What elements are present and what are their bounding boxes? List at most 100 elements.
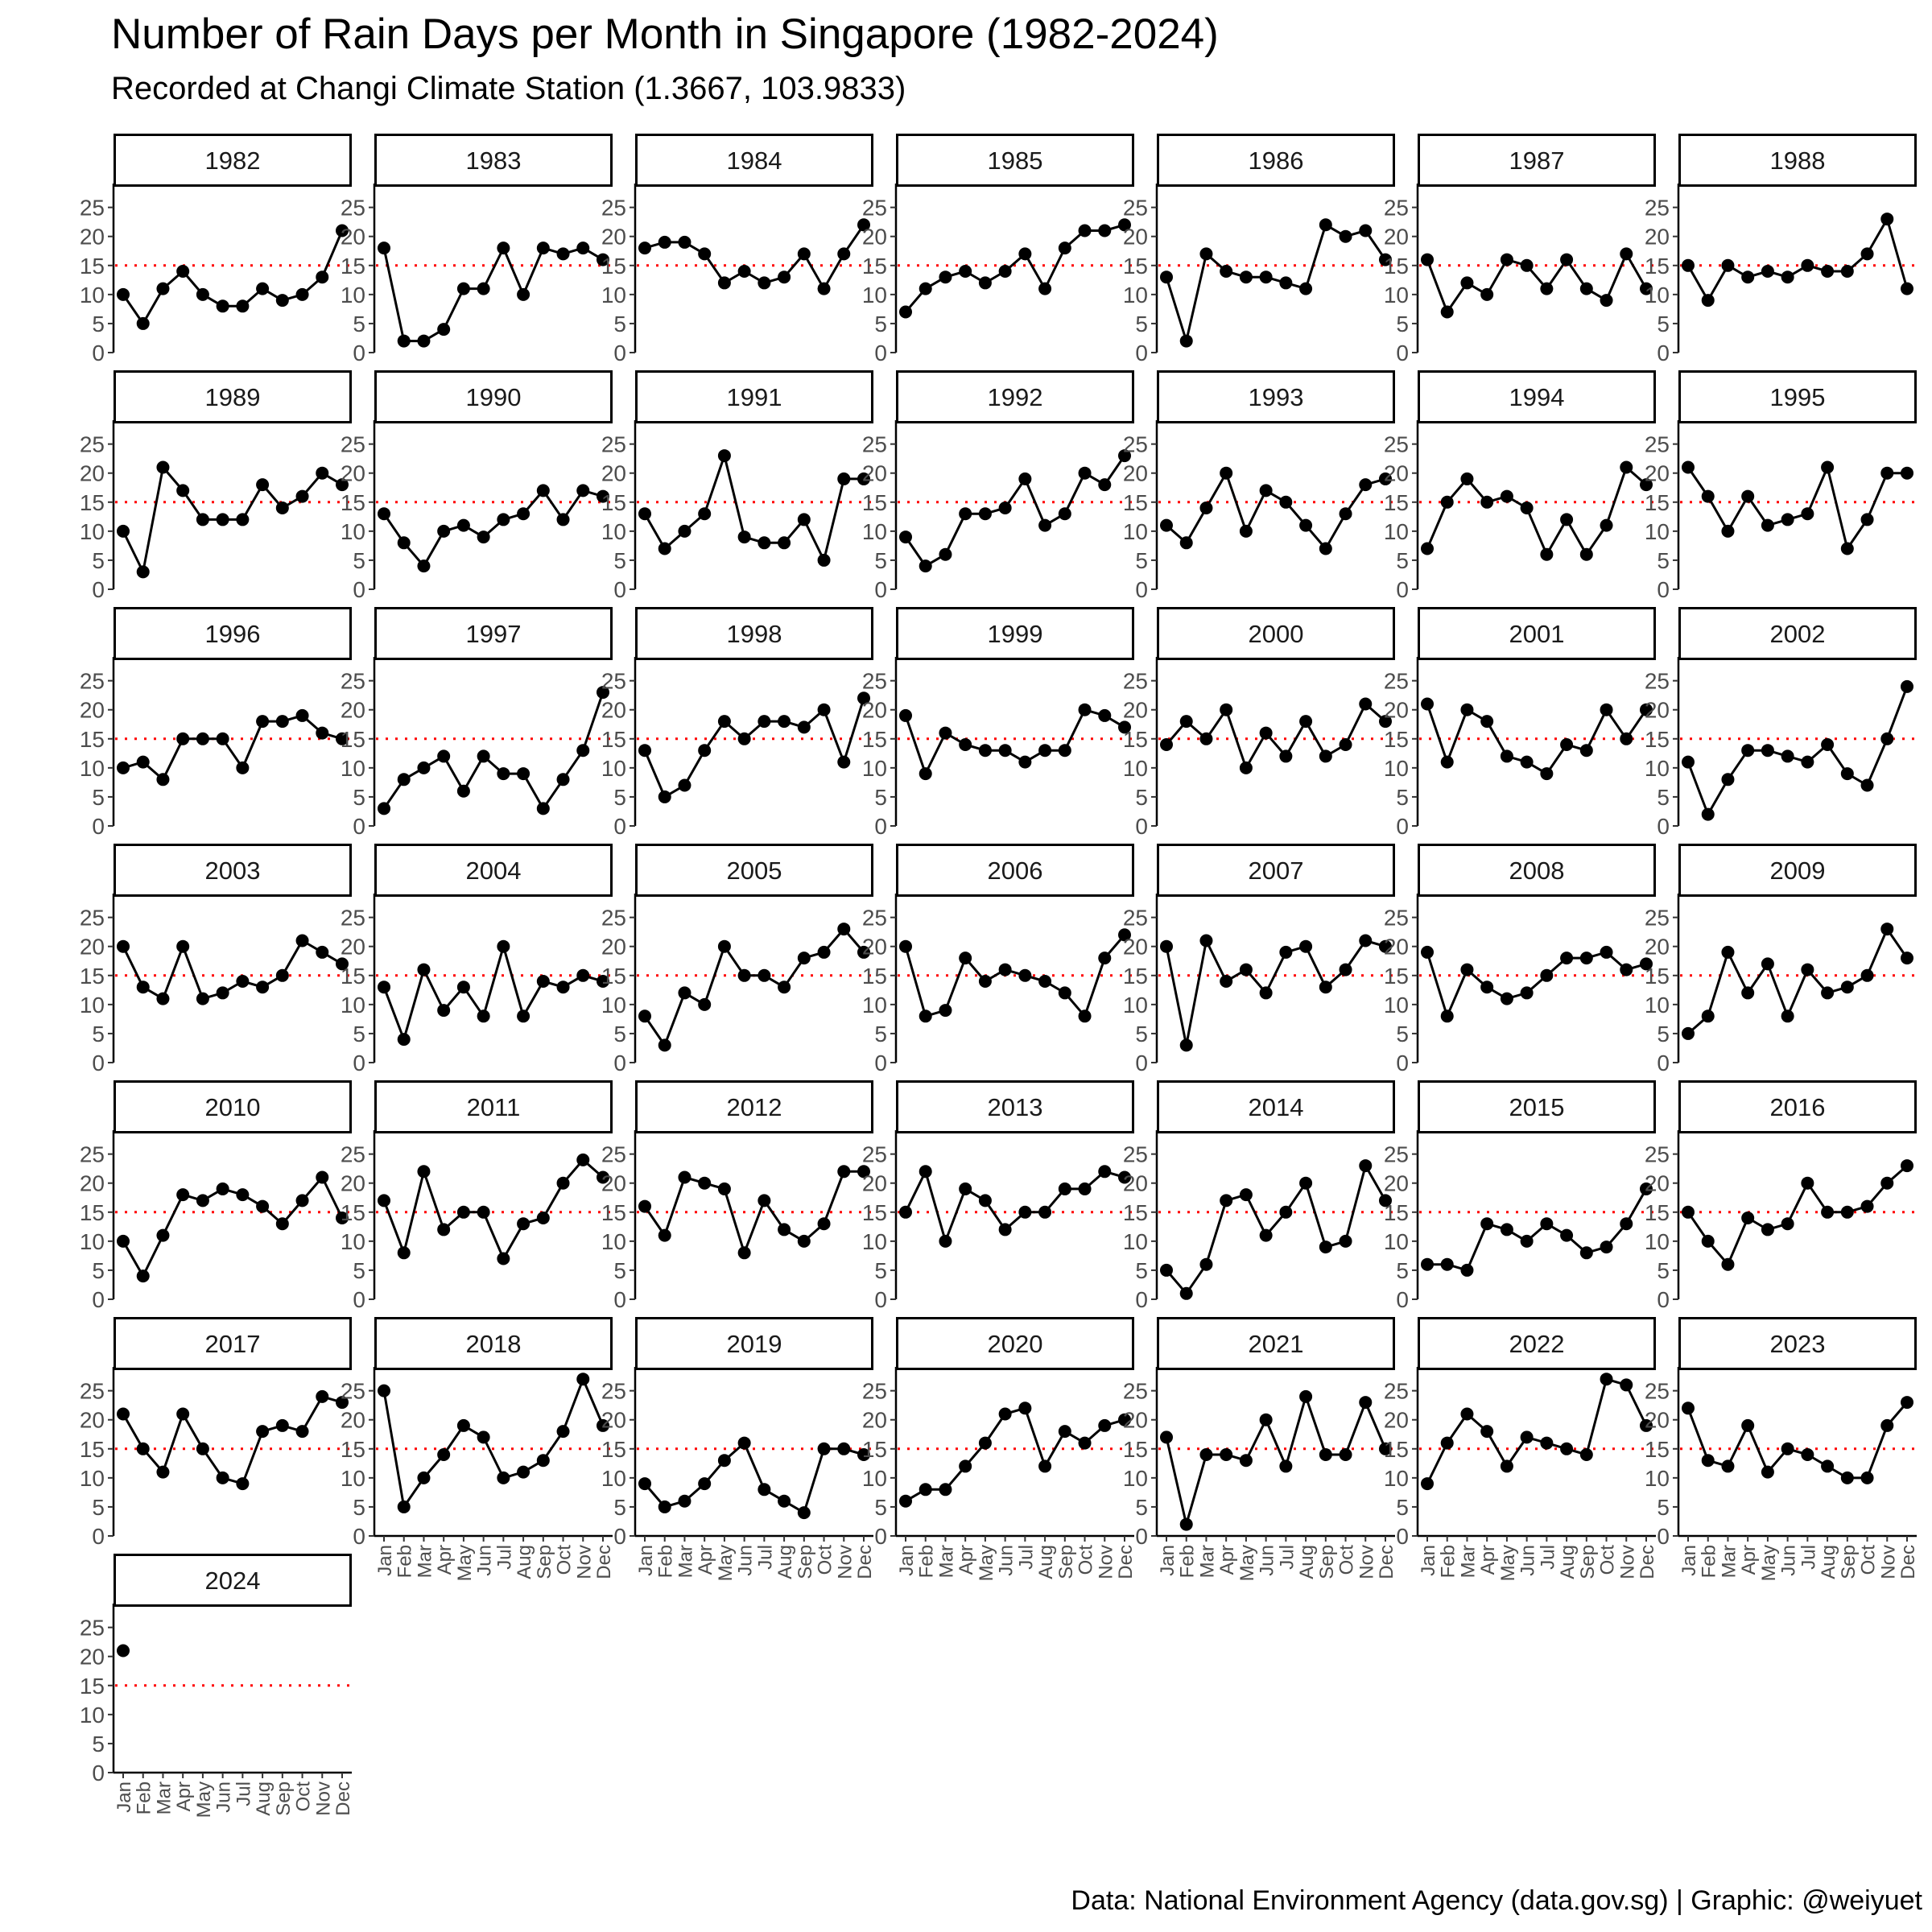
series-line <box>1165 1164 1387 1295</box>
data-point <box>477 530 490 544</box>
data-point <box>1741 744 1755 758</box>
data-point <box>638 1009 651 1023</box>
y-tick-label: 20 <box>862 935 887 960</box>
data-point <box>1379 253 1392 266</box>
data-point <box>136 565 150 579</box>
y-tick-label: 15 <box>80 1200 105 1225</box>
y-tick-label: 20 <box>341 461 365 486</box>
data-point <box>778 536 791 550</box>
y-tick-label: 25 <box>601 196 626 221</box>
y-tick-label: 20 <box>601 698 626 723</box>
data-point <box>1761 1465 1774 1479</box>
y-tick-label: 15 <box>341 964 365 989</box>
facet-strip <box>114 134 352 187</box>
y-tick-label: 10 <box>1384 1466 1409 1491</box>
data-point <box>1220 1448 1233 1461</box>
data-point <box>1901 679 1913 693</box>
y-tick-label: 5 <box>353 548 365 573</box>
data-point <box>797 1506 811 1520</box>
facet-strip <box>114 1554 352 1607</box>
y-tick-label: 0 <box>874 1051 887 1075</box>
series-line <box>382 945 604 1041</box>
facet-strip-label: 2002 <box>1770 620 1826 648</box>
data-point <box>236 761 250 774</box>
y-tick-label: 15 <box>1123 254 1148 279</box>
data-point <box>196 1442 209 1455</box>
data-point <box>1560 253 1574 266</box>
facet-strip-label: 2009 <box>1770 857 1826 885</box>
facet-strip-label: 2010 <box>205 1093 261 1121</box>
data-point <box>919 1483 932 1496</box>
y-tick-label: 20 <box>1645 698 1670 723</box>
y-tick-label: 10 <box>601 756 626 781</box>
data-point <box>1721 258 1735 272</box>
data-point <box>1640 478 1653 492</box>
facet-strip-label: 1984 <box>727 147 782 175</box>
y-tick-label: 15 <box>80 490 105 515</box>
data-point <box>1199 1448 1213 1461</box>
facet-strip <box>114 1317 352 1370</box>
y-tick-label: 5 <box>353 1495 365 1520</box>
data-point <box>698 1477 712 1491</box>
facet-strip-label: 1983 <box>466 147 522 175</box>
facet-strip-label: 1992 <box>988 383 1043 411</box>
data-point <box>837 1165 851 1179</box>
data-point <box>1018 247 1032 261</box>
x-tick-label: Oct <box>293 1781 315 1812</box>
y-tick-label: 5 <box>92 1258 105 1283</box>
data-point <box>1421 253 1434 266</box>
data-point <box>939 547 952 561</box>
data-point <box>1319 980 1332 994</box>
data-point <box>556 980 570 994</box>
facet-strip-label: 1985 <box>988 147 1043 175</box>
data-point <box>1038 975 1052 988</box>
y-tick-label: 5 <box>1135 312 1148 336</box>
data-point <box>597 253 609 266</box>
y-tick-label: 25 <box>341 1379 365 1404</box>
data-point <box>698 507 712 521</box>
facet-strip <box>1678 1317 1917 1370</box>
y-tick-label: 20 <box>601 225 626 250</box>
facet-strip-label: 1982 <box>205 147 261 175</box>
data-point <box>1500 1223 1513 1236</box>
y-tick-label: 20 <box>1123 461 1148 486</box>
y-tick-label: 0 <box>613 1524 626 1549</box>
data-point <box>1901 1396 1913 1410</box>
data-point <box>336 1396 349 1410</box>
data-point <box>959 265 972 278</box>
y-tick-label: 10 <box>1384 1229 1409 1254</box>
facet-strip <box>1157 844 1395 897</box>
data-point <box>1682 755 1695 769</box>
data-point <box>899 1205 912 1219</box>
data-point <box>576 1153 590 1166</box>
data-point <box>1761 1223 1774 1236</box>
data-point <box>1860 1199 1874 1213</box>
facet-strip <box>896 844 1134 897</box>
facet-strip <box>1418 1080 1656 1133</box>
facet-strip <box>1157 134 1395 187</box>
y-tick-label: 5 <box>1396 785 1409 810</box>
y-tick-label: 10 <box>1645 756 1670 781</box>
data-point <box>336 732 349 745</box>
y-tick-label: 5 <box>1657 1495 1670 1520</box>
facet-strip <box>1157 1080 1395 1133</box>
x-tick-label: Dec <box>1637 1545 1658 1579</box>
x-tick-label: Nov <box>1616 1545 1638 1579</box>
data-point <box>1520 502 1534 514</box>
y-tick-label: 15 <box>1123 490 1148 515</box>
x-tick-label: Jun <box>735 1545 757 1576</box>
data-point <box>1460 703 1474 716</box>
data-point <box>236 299 250 313</box>
data-point <box>1239 524 1253 538</box>
data-point <box>919 282 932 295</box>
data-point <box>378 1194 390 1208</box>
data-point <box>1220 1194 1233 1208</box>
series-line <box>1165 939 1386 1046</box>
y-tick-label: 0 <box>1657 1051 1670 1075</box>
y-tick-label: 25 <box>862 1142 887 1167</box>
data-point <box>1781 513 1794 526</box>
facet-strip <box>896 134 1134 187</box>
data-point <box>117 524 130 538</box>
data-point <box>658 790 671 803</box>
data-point <box>817 282 831 295</box>
